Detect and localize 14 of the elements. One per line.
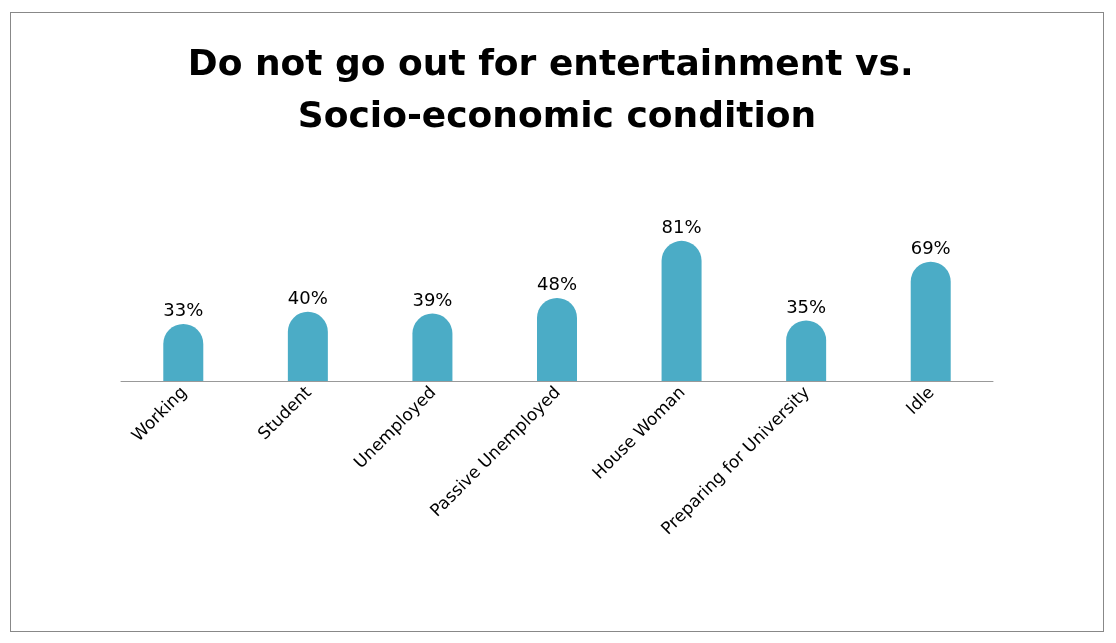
data-label: 33% xyxy=(163,299,204,321)
bar xyxy=(412,313,453,381)
data-label: 48% xyxy=(536,273,578,295)
bar xyxy=(537,297,577,381)
bar xyxy=(287,311,328,381)
data-label: 39% xyxy=(412,289,453,311)
bar xyxy=(661,240,702,381)
data-label: 81% xyxy=(661,216,702,238)
data-label: 40% xyxy=(287,287,328,309)
data-label: 35% xyxy=(786,295,827,317)
data-label: 69% xyxy=(910,237,951,259)
chart-title: Do not go out for entertainment vs. Socio-economic condition xyxy=(187,41,927,135)
x-tick-label: Idle xyxy=(901,381,938,418)
bar xyxy=(910,261,951,381)
